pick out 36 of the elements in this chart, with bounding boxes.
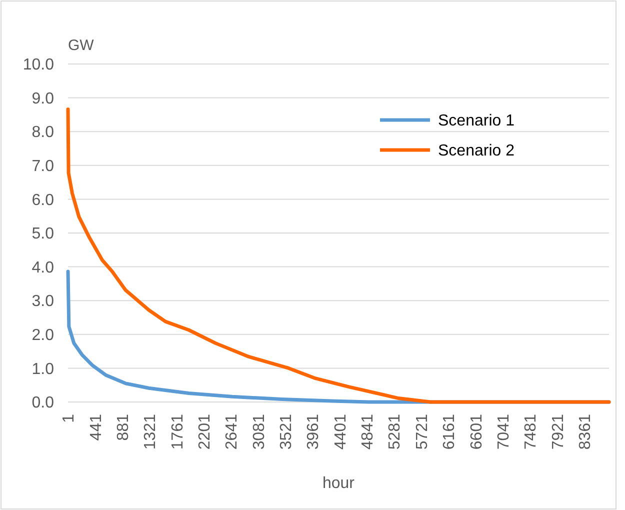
x-tick-label: 441 (88, 414, 105, 441)
x-tick-label: 6601 (468, 414, 486, 450)
y-tick-label: 0.0 (32, 394, 54, 412)
legend-label: Scenario 2 (438, 142, 515, 160)
y-tick-label: 3.0 (32, 293, 54, 310)
legend-label: Scenario 1 (438, 112, 515, 130)
x-tick-label: 5281 (386, 414, 404, 450)
x-tick-label: 1761 (169, 414, 186, 450)
x-tick-label: 7481 (522, 414, 540, 450)
y-tick-label: 2.0 (32, 327, 54, 344)
x-tick-label: 1321 (142, 414, 160, 450)
y-tick-label: 6.0 (32, 192, 54, 209)
x-tick-label: 7041 (495, 414, 512, 450)
y-tick-label: 7.0 (32, 158, 54, 175)
y-tick-label: 9.0 (32, 90, 54, 108)
y-axis-title: GW (68, 37, 95, 54)
y-tick-label: 10.0 (22, 56, 54, 74)
y-tick-label: 5.0 (32, 226, 54, 243)
y-tick-label: 4.0 (32, 259, 54, 276)
x-tick-label: 3521 (278, 414, 296, 450)
x-tick-label: 6161 (441, 414, 458, 450)
x-tick-label: 4401 (332, 414, 350, 450)
x-tick-label: 3961 (305, 414, 322, 450)
y-tick-label: 8.0 (32, 124, 54, 142)
x-tick-label: 7921 (550, 414, 567, 450)
x-tick-label: 881 (114, 414, 132, 441)
x-tick-label: 5721 (414, 414, 431, 450)
x-tick-label: 4841 (360, 414, 377, 450)
x-tick-label: 3081 (250, 414, 268, 450)
x-tick-label: 1 (60, 414, 78, 423)
y-tick-label: 1.0 (32, 360, 54, 378)
line-series (66, 108, 611, 404)
x-tick-label: 2201 (196, 414, 214, 450)
x-axis-title: hour (322, 475, 356, 492)
x-tick-label: 8361 (576, 414, 594, 450)
x-tick-label: 2641 (224, 414, 241, 450)
